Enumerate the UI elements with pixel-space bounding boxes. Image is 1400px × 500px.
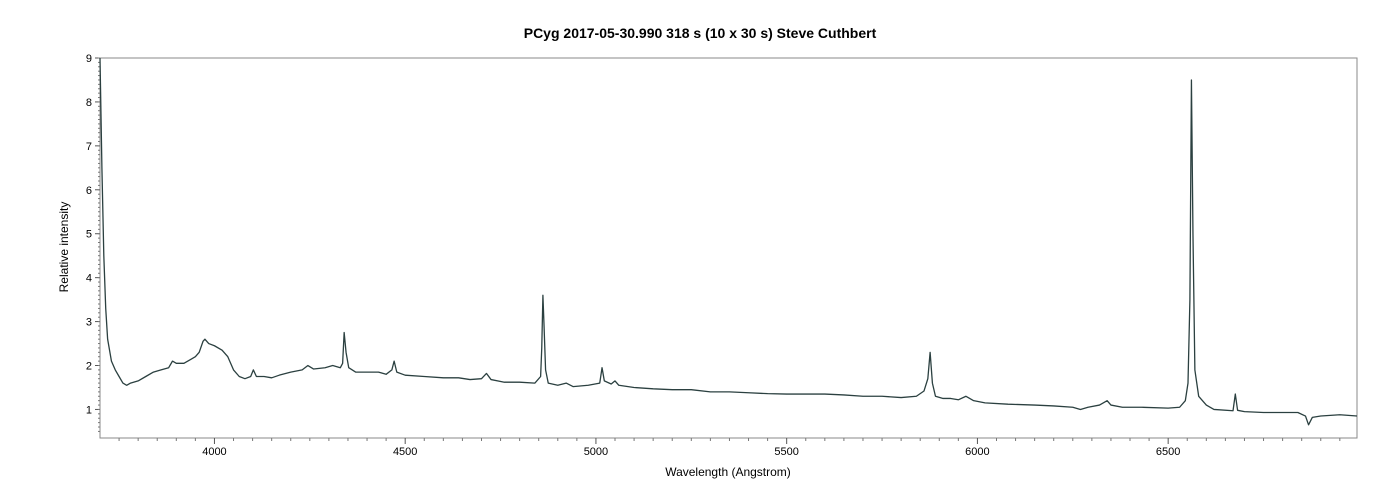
y-tick-label: 5 bbox=[86, 229, 92, 241]
y-tick-label: 3 bbox=[86, 317, 92, 329]
x-axis: 4000 4500 5000 5500 6000 6500 bbox=[118, 438, 1341, 458]
plot-area-frame bbox=[99, 57, 1358, 439]
y-tick-label: 9 bbox=[86, 53, 92, 65]
y-tick-label: 6 bbox=[86, 185, 92, 197]
series-layer bbox=[99, 57, 1358, 426]
y-tick-label: 4 bbox=[86, 273, 92, 285]
x-axis-label: Wavelength (Angstrom) bbox=[665, 465, 791, 479]
spectrum-line bbox=[99, 57, 1358, 426]
x-tick-label: 6500 bbox=[1156, 446, 1180, 458]
y-axis-label: Relative intensity bbox=[57, 202, 71, 293]
y-tick-label: 7 bbox=[86, 141, 92, 153]
x-tick-label: 6000 bbox=[965, 446, 989, 458]
y-tick-label: 2 bbox=[86, 361, 92, 373]
y-axis: 1 2 3 4 5 6 7 8 9 bbox=[86, 53, 100, 432]
x-tick-label: 4000 bbox=[202, 446, 226, 458]
x-tick-label: 5500 bbox=[774, 446, 798, 458]
x-tick-label: 4500 bbox=[393, 446, 417, 458]
y-tick-label: 1 bbox=[86, 404, 92, 416]
x-tick-label: 5000 bbox=[584, 446, 608, 458]
y-tick-label: 8 bbox=[86, 97, 92, 109]
chart-title: PCyg 2017-05-30.990 318 s (10 x 30 s) St… bbox=[524, 25, 877, 41]
